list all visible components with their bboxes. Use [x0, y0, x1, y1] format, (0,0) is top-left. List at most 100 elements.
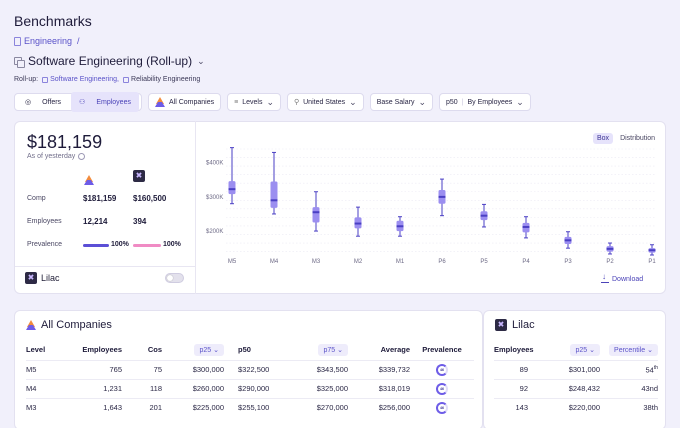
employees-label: Employees	[27, 218, 62, 225]
box-median	[270, 199, 278, 202]
chevron-down-icon: ⌄	[337, 346, 343, 354]
prevalence-ring-icon: 46	[436, 363, 448, 376]
breadcrumb-engineering[interactable]: Engineering	[24, 36, 73, 46]
percentile-suffix: th	[653, 364, 658, 371]
percentile-value: 38th	[643, 403, 658, 413]
header-p25[interactable]: p25 ⌄	[162, 340, 224, 360]
copy-icon	[14, 56, 25, 68]
lilac-row	[15, 266, 195, 293]
p25-dropdown[interactable]: p25 ⌄	[194, 343, 224, 356]
prevalence-bar-lilac	[133, 244, 161, 247]
employees-value-lilac: 394	[133, 217, 147, 226]
card-divider	[195, 121, 196, 294]
levels-filter[interactable]: ≡ Levels ⌄	[227, 93, 281, 111]
side-header-p25[interactable]: p25 ⌄	[538, 340, 600, 360]
side-p25-dropdown[interactable]: p25 ⌄	[570, 343, 600, 356]
comp-label: Comp	[27, 195, 46, 202]
percentile-weighting-filter[interactable]: p50 | By Employees ⌄	[439, 93, 531, 111]
table-row[interactable]: M3 1,643 201 $225,000 $255,100 $270,000 $256,0…	[26, 397, 474, 417]
data-source-toggle: ◎ Offers ⚇ Employees	[14, 92, 142, 112]
side-table-row[interactable]: 92 $248,432 43nd	[494, 378, 658, 398]
as-of-label: As of yesterday	[27, 153, 76, 160]
prevalence-ring-icon: 46	[436, 401, 448, 414]
cell-prevalence: 46	[410, 359, 474, 379]
pay-type-filter[interactable]: Base Salary ⌄	[369, 93, 433, 111]
breadcrumb[interactable]: Engineering /	[14, 36, 80, 46]
levels-label: Levels	[242, 98, 263, 106]
cell-cos: 75	[122, 359, 162, 379]
location-label: United States	[303, 98, 346, 106]
location-filter[interactable]: ⚲ United States ⌄	[286, 93, 364, 111]
side-table-title: Lilac	[512, 319, 535, 331]
x-tick-label: M2	[354, 259, 363, 265]
chevron-down-icon: ⌄	[197, 55, 205, 66]
side-cell-p25: $301,000	[538, 359, 600, 379]
chevron-down-icon: ⌄	[516, 96, 524, 107]
table-row[interactable]: M4 1,231 118 $260,000 $290,000 $325,000 $318,0…	[26, 378, 474, 398]
document-icon	[14, 36, 21, 46]
box-median	[354, 222, 362, 225]
lilac-table-card: Lilac Employees p25 ⌄ Percentile ⌄ 89$30…	[483, 310, 666, 428]
company-logo-icon	[155, 97, 165, 107]
chevron-down-icon: ⌄	[266, 96, 274, 107]
prevalence-label: Prevalence	[27, 241, 63, 248]
chevron-down-icon: ⌄	[647, 346, 653, 354]
header-p50: p50	[238, 345, 251, 355]
cell-level: M5	[26, 359, 64, 379]
info-icon[interactable]	[78, 153, 86, 160]
rollup-label: Roll-up:	[14, 76, 39, 83]
lilac-logo-icon	[133, 170, 145, 182]
chevron-down-icon: ⌄	[418, 96, 426, 107]
companies-filter[interactable]: All Companies	[147, 93, 222, 111]
cell-cos: 201	[122, 397, 162, 417]
side-cell-percentile: 54th	[600, 359, 658, 379]
x-tick-label: P6	[438, 259, 446, 265]
side-header-percentile[interactable]: Percentile ⌄	[600, 340, 658, 360]
prevalence-ring-icon: 46	[436, 382, 448, 395]
lilac-logo-icon	[495, 319, 507, 331]
chevron-down-icon: ⌄	[589, 346, 595, 354]
cell-p50: $290,000	[224, 378, 286, 398]
cell-cos: 118	[122, 378, 162, 398]
cell-p75: $270,000	[286, 397, 348, 417]
rollup-item-software-engineering[interactable]: Software Engineering,	[42, 76, 119, 83]
p75-dropdown[interactable]: p75 ⌄	[318, 343, 348, 356]
lilac-name: Lilac	[41, 273, 60, 283]
box-median	[648, 249, 656, 252]
side-cell-percentile: 38th	[600, 397, 658, 417]
table-title: All Companies	[41, 319, 112, 331]
rollup-item-reliability-engineering[interactable]: Reliability Engineering	[123, 76, 200, 83]
percentile-dropdown[interactable]: Percentile ⌄	[609, 343, 658, 356]
company-logo-icon	[26, 320, 36, 330]
segment-employees[interactable]: ⚇ Employees	[71, 92, 139, 112]
view-box-button[interactable]: Box	[593, 133, 614, 144]
cell-p25: $300,000	[162, 359, 224, 379]
header-cos: Cos	[147, 345, 162, 355]
header-p75[interactable]: p75 ⌄	[286, 340, 348, 360]
download-icon	[601, 272, 609, 283]
box-m5	[228, 181, 236, 195]
download-button[interactable]: Download	[601, 272, 643, 283]
rollup-row: Roll-up: Software Engineering, Reliabili…	[14, 76, 200, 83]
table-title-row: All Companies	[26, 319, 112, 331]
dropdown-label: p25	[199, 346, 212, 354]
cell-p50: $322,500	[224, 359, 286, 379]
breadcrumb-separator: /	[77, 36, 80, 46]
job-family-selector[interactable]: Software Engineering (Roll-up) ⌄	[14, 54, 205, 68]
box-m3	[312, 207, 320, 223]
dropdown-label: p25	[575, 346, 588, 354]
x-tick-label: M1	[396, 259, 405, 265]
box-median	[564, 239, 572, 242]
side-table-row[interactable]: 143 $220,000 38th	[494, 397, 658, 417]
view-distribution-button[interactable]: Distribution	[620, 135, 656, 142]
table-row[interactable]: M5 765 75 $300,000 $322,500 $343,500 $339,732 4…	[26, 359, 474, 379]
levels-table-card: All Companies Level Employees Cos p25 ⌄ …	[14, 310, 483, 428]
side-table-row[interactable]: 89 $301,000 54th	[494, 359, 658, 379]
segment-offers[interactable]: ◎ Offers	[17, 92, 69, 112]
cell-p75: $325,000	[286, 378, 348, 398]
table-header-row: Level Employees Cos p25 ⌄ p50 p75 ⌄ Aver…	[26, 340, 474, 360]
lilac-toggle[interactable]	[165, 273, 184, 283]
box-median	[228, 188, 236, 191]
segment-label: Employees	[96, 98, 131, 106]
prevalence-bar-all	[83, 244, 109, 247]
